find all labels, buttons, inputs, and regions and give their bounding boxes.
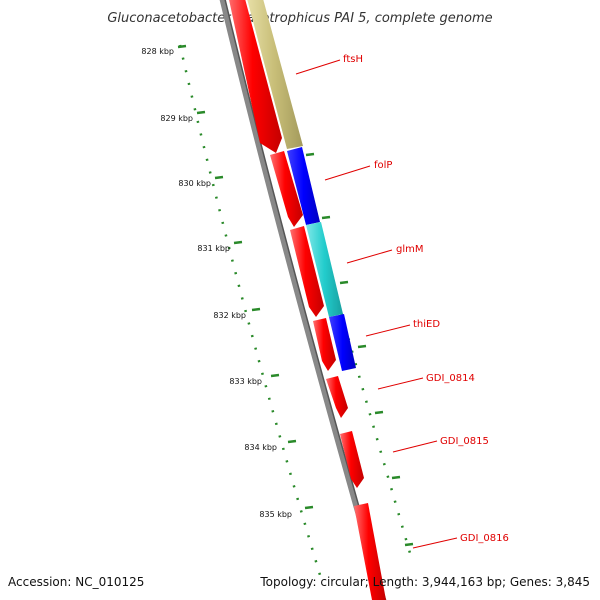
leader-line <box>295 59 341 75</box>
gene-glmM-forward <box>290 226 324 317</box>
tick-mark <box>404 542 414 547</box>
gene-label: folP <box>374 160 392 171</box>
gene-label: GDI_0814 <box>426 373 475 384</box>
leader-line <box>392 440 438 453</box>
forward-genes <box>229 0 386 600</box>
tick-mark <box>339 280 349 285</box>
gene-folP <box>287 147 320 225</box>
tick-label: 830 kbp <box>178 179 211 188</box>
tick-mark <box>233 240 243 245</box>
ruler-ticks <box>177 44 314 510</box>
gene-labels: ftsH folP glmM thiED GDI_0814 GDI_0815 G… <box>343 54 509 544</box>
reverse-genes <box>247 0 356 371</box>
tick-label: 833 kbp <box>229 377 262 386</box>
tick-mark <box>304 505 314 510</box>
tick-mark <box>196 110 206 115</box>
gene-label: ftsH <box>343 54 363 65</box>
tick-labels: 828 kbp 829 kbp 830 kbp 831 kbp 832 kbp … <box>141 47 292 519</box>
gene-label: GDI_0816 <box>460 533 509 544</box>
tick-label: 832 kbp <box>213 311 246 320</box>
tick-mark <box>287 439 297 444</box>
tick-mark <box>270 373 280 378</box>
tick-mark <box>374 410 384 415</box>
label-leaders <box>295 59 458 549</box>
map-title: Gluconacetobacter diazotrophicus PAI 5, … <box>107 11 492 26</box>
tick-mark <box>177 44 187 49</box>
leader-line <box>346 249 393 264</box>
tick-label: 831 kbp <box>197 244 230 253</box>
tick-mark <box>251 307 261 312</box>
tick-mark <box>321 215 331 220</box>
gene-label: thiED <box>413 319 440 330</box>
ruler-inner-ticks <box>305 152 414 547</box>
ruler-outer-dots <box>178 44 322 576</box>
tick-mark <box>357 344 367 349</box>
tick-label: 828 kbp <box>141 47 174 56</box>
gene-ftsH-forward <box>229 0 282 153</box>
gene-label: glmM <box>396 244 424 255</box>
tick-label: 835 kbp <box>259 510 292 519</box>
gene-label: GDI_0815 <box>440 436 489 447</box>
leader-line <box>365 324 411 337</box>
gene-GDI_0814 <box>326 376 348 418</box>
tick-mark <box>305 152 315 157</box>
tick-label: 829 kbp <box>160 114 193 123</box>
accession-text: Accession: NC_010125 <box>8 575 144 589</box>
leader-line <box>412 537 458 549</box>
tick-label: 834 kbp <box>244 443 277 452</box>
genome-summary-text: Topology: circular; Length: 3,944,163 bp… <box>259 575 590 589</box>
leader-line <box>377 377 424 390</box>
gene-glmM <box>306 222 343 317</box>
tick-mark <box>214 175 224 180</box>
gene-GDI_0815 <box>340 431 364 488</box>
gene-folP-forward <box>270 151 303 227</box>
gene-thiED-forward <box>313 318 336 371</box>
gene-GDI_0816 <box>354 503 386 600</box>
leader-line <box>324 165 371 181</box>
tick-mark <box>391 475 401 480</box>
gene-thiED <box>329 314 356 371</box>
gene-ftsH <box>247 0 303 149</box>
